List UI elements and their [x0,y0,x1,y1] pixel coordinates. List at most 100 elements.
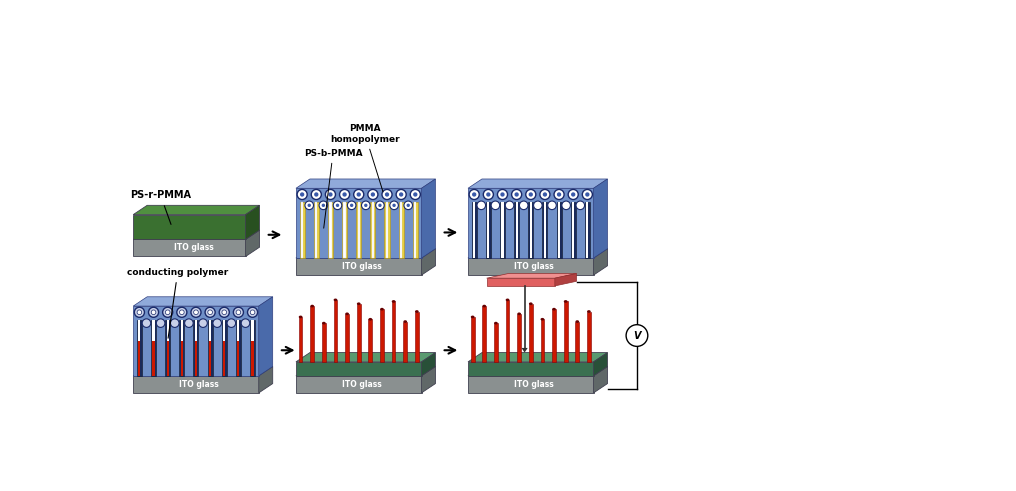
Bar [468,188,593,258]
Circle shape [571,192,575,197]
Bar [357,304,361,362]
Circle shape [227,319,236,327]
Bar [299,317,303,362]
Polygon shape [133,366,272,376]
Bar [333,300,337,362]
Circle shape [512,190,521,199]
Bar [137,320,142,376]
Ellipse shape [392,300,395,303]
Bar [151,320,156,376]
Polygon shape [468,353,608,362]
Bar [209,320,211,341]
Bar [483,306,486,362]
Circle shape [525,190,535,199]
Circle shape [410,190,421,199]
Ellipse shape [564,300,568,303]
Circle shape [319,201,327,210]
Bar [224,341,226,376]
Bar [506,300,509,362]
Bar [357,202,362,258]
Polygon shape [521,348,527,353]
Bar [152,341,154,376]
Circle shape [314,192,318,197]
Bar [386,202,388,258]
Bar [369,319,372,362]
Bar [544,202,546,258]
Bar [587,311,590,362]
Circle shape [376,201,384,210]
Circle shape [554,190,564,199]
Ellipse shape [299,316,303,318]
Circle shape [234,307,244,317]
Circle shape [472,192,477,197]
Polygon shape [468,179,608,188]
Bar [296,258,422,275]
Circle shape [166,310,170,315]
Ellipse shape [552,308,556,310]
Circle shape [585,192,589,197]
Text: ITO glass: ITO glass [179,380,218,389]
Circle shape [392,204,396,207]
Circle shape [557,192,561,197]
Circle shape [163,307,173,317]
Circle shape [568,190,578,199]
Circle shape [582,190,592,199]
Circle shape [414,192,418,197]
Text: ITO glass: ITO glass [514,380,554,389]
Bar [585,202,590,258]
Bar [310,306,314,362]
Circle shape [491,201,500,210]
Text: ITO glass: ITO glass [174,244,213,252]
Bar [471,202,477,258]
Polygon shape [133,297,272,306]
Ellipse shape [380,308,384,310]
Circle shape [382,190,392,199]
Text: ITO glass: ITO glass [514,262,554,271]
Text: conducting polymer: conducting polymer [127,268,229,338]
Bar [358,202,360,258]
Circle shape [371,192,375,197]
Circle shape [305,201,314,210]
Circle shape [357,192,361,197]
Bar [167,320,169,341]
Bar [528,202,533,258]
Bar [380,309,384,362]
Ellipse shape [345,312,348,315]
Bar [412,202,418,258]
Circle shape [626,325,648,346]
Circle shape [311,190,321,199]
Bar [403,322,407,362]
Bar [133,376,259,393]
Circle shape [576,201,584,210]
Bar [415,311,419,362]
Bar [195,320,197,341]
Bar [315,202,317,258]
Bar [238,320,240,341]
Circle shape [241,319,250,327]
Circle shape [533,201,543,210]
Circle shape [213,319,221,327]
Bar [224,320,226,341]
Bar [372,202,374,258]
Circle shape [297,190,307,199]
Bar [342,202,347,258]
Circle shape [142,319,150,327]
Polygon shape [593,366,608,393]
Circle shape [333,201,341,210]
Circle shape [300,192,305,197]
Bar [138,341,140,376]
Circle shape [362,201,370,210]
Circle shape [539,190,550,199]
Circle shape [336,204,339,207]
Polygon shape [259,366,272,393]
Circle shape [505,201,514,210]
Ellipse shape [322,322,326,325]
Circle shape [156,319,165,327]
Bar [250,320,255,376]
Bar [488,202,490,258]
Ellipse shape [369,318,372,321]
Bar [468,362,593,376]
Bar [515,202,518,258]
Ellipse shape [357,302,361,305]
Ellipse shape [310,305,314,307]
